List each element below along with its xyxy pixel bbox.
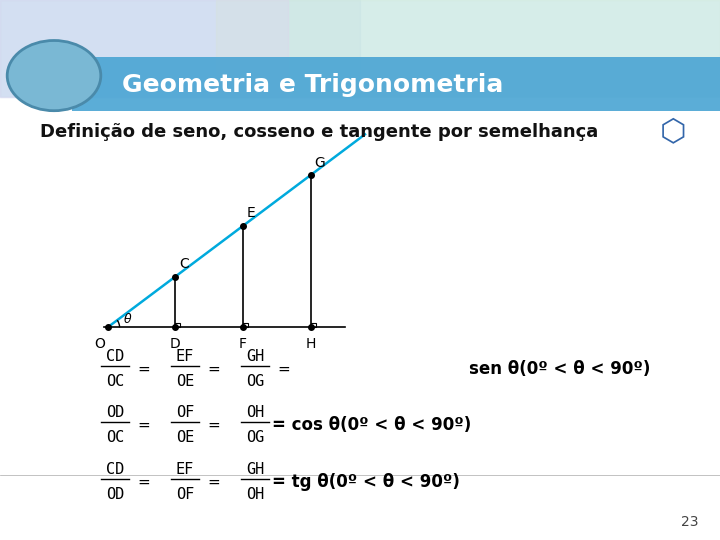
Text: OC: OC (106, 430, 124, 445)
Text: =: = (207, 361, 220, 376)
Text: CD: CD (106, 349, 124, 364)
Text: O: O (94, 338, 105, 352)
Text: = cos θ(0º < θ < 90º): = cos θ(0º < θ < 90º) (272, 416, 472, 434)
Text: EF: EF (176, 462, 194, 477)
Text: OF: OF (176, 487, 194, 502)
Text: = tg θ(0º < θ < 90º): = tg θ(0º < θ < 90º) (272, 473, 460, 491)
Text: sen θ(0º < θ < 90º): sen θ(0º < θ < 90º) (469, 360, 651, 378)
Text: OG: OG (246, 374, 264, 389)
Text: Definição de seno, cosseno e tangente por semelhança: Definição de seno, cosseno e tangente po… (40, 123, 598, 141)
Text: H: H (305, 338, 316, 352)
Text: 23: 23 (681, 515, 698, 529)
Text: F: F (239, 338, 247, 352)
Text: =: = (277, 361, 289, 376)
Text: =: = (207, 475, 220, 489)
Text: =: = (137, 417, 150, 433)
Text: C: C (179, 257, 189, 271)
Text: OH: OH (246, 405, 264, 420)
Text: EF: EF (176, 349, 194, 364)
Text: D: D (170, 338, 181, 352)
Text: OE: OE (176, 430, 194, 445)
Text: GH: GH (246, 462, 264, 477)
Text: =: = (207, 417, 220, 433)
Text: OD: OD (106, 487, 124, 502)
Text: =: = (137, 475, 150, 489)
Text: Geometria e Trigonometria: Geometria e Trigonometria (122, 73, 504, 97)
Text: OG: OG (246, 430, 264, 445)
Text: OD: OD (106, 405, 124, 420)
Text: OE: OE (176, 374, 194, 389)
Text: E: E (246, 206, 256, 220)
Text: ⬡: ⬡ (660, 118, 686, 147)
Text: ⊕: ⊕ (43, 64, 65, 87)
Text: $\theta$: $\theta$ (122, 312, 132, 326)
Text: GH: GH (246, 349, 264, 364)
Text: OF: OF (176, 405, 194, 420)
Text: G: G (314, 156, 325, 170)
Text: =: = (137, 361, 150, 376)
Text: OC: OC (106, 374, 124, 389)
Text: OH: OH (246, 487, 264, 502)
Text: CD: CD (106, 462, 124, 477)
